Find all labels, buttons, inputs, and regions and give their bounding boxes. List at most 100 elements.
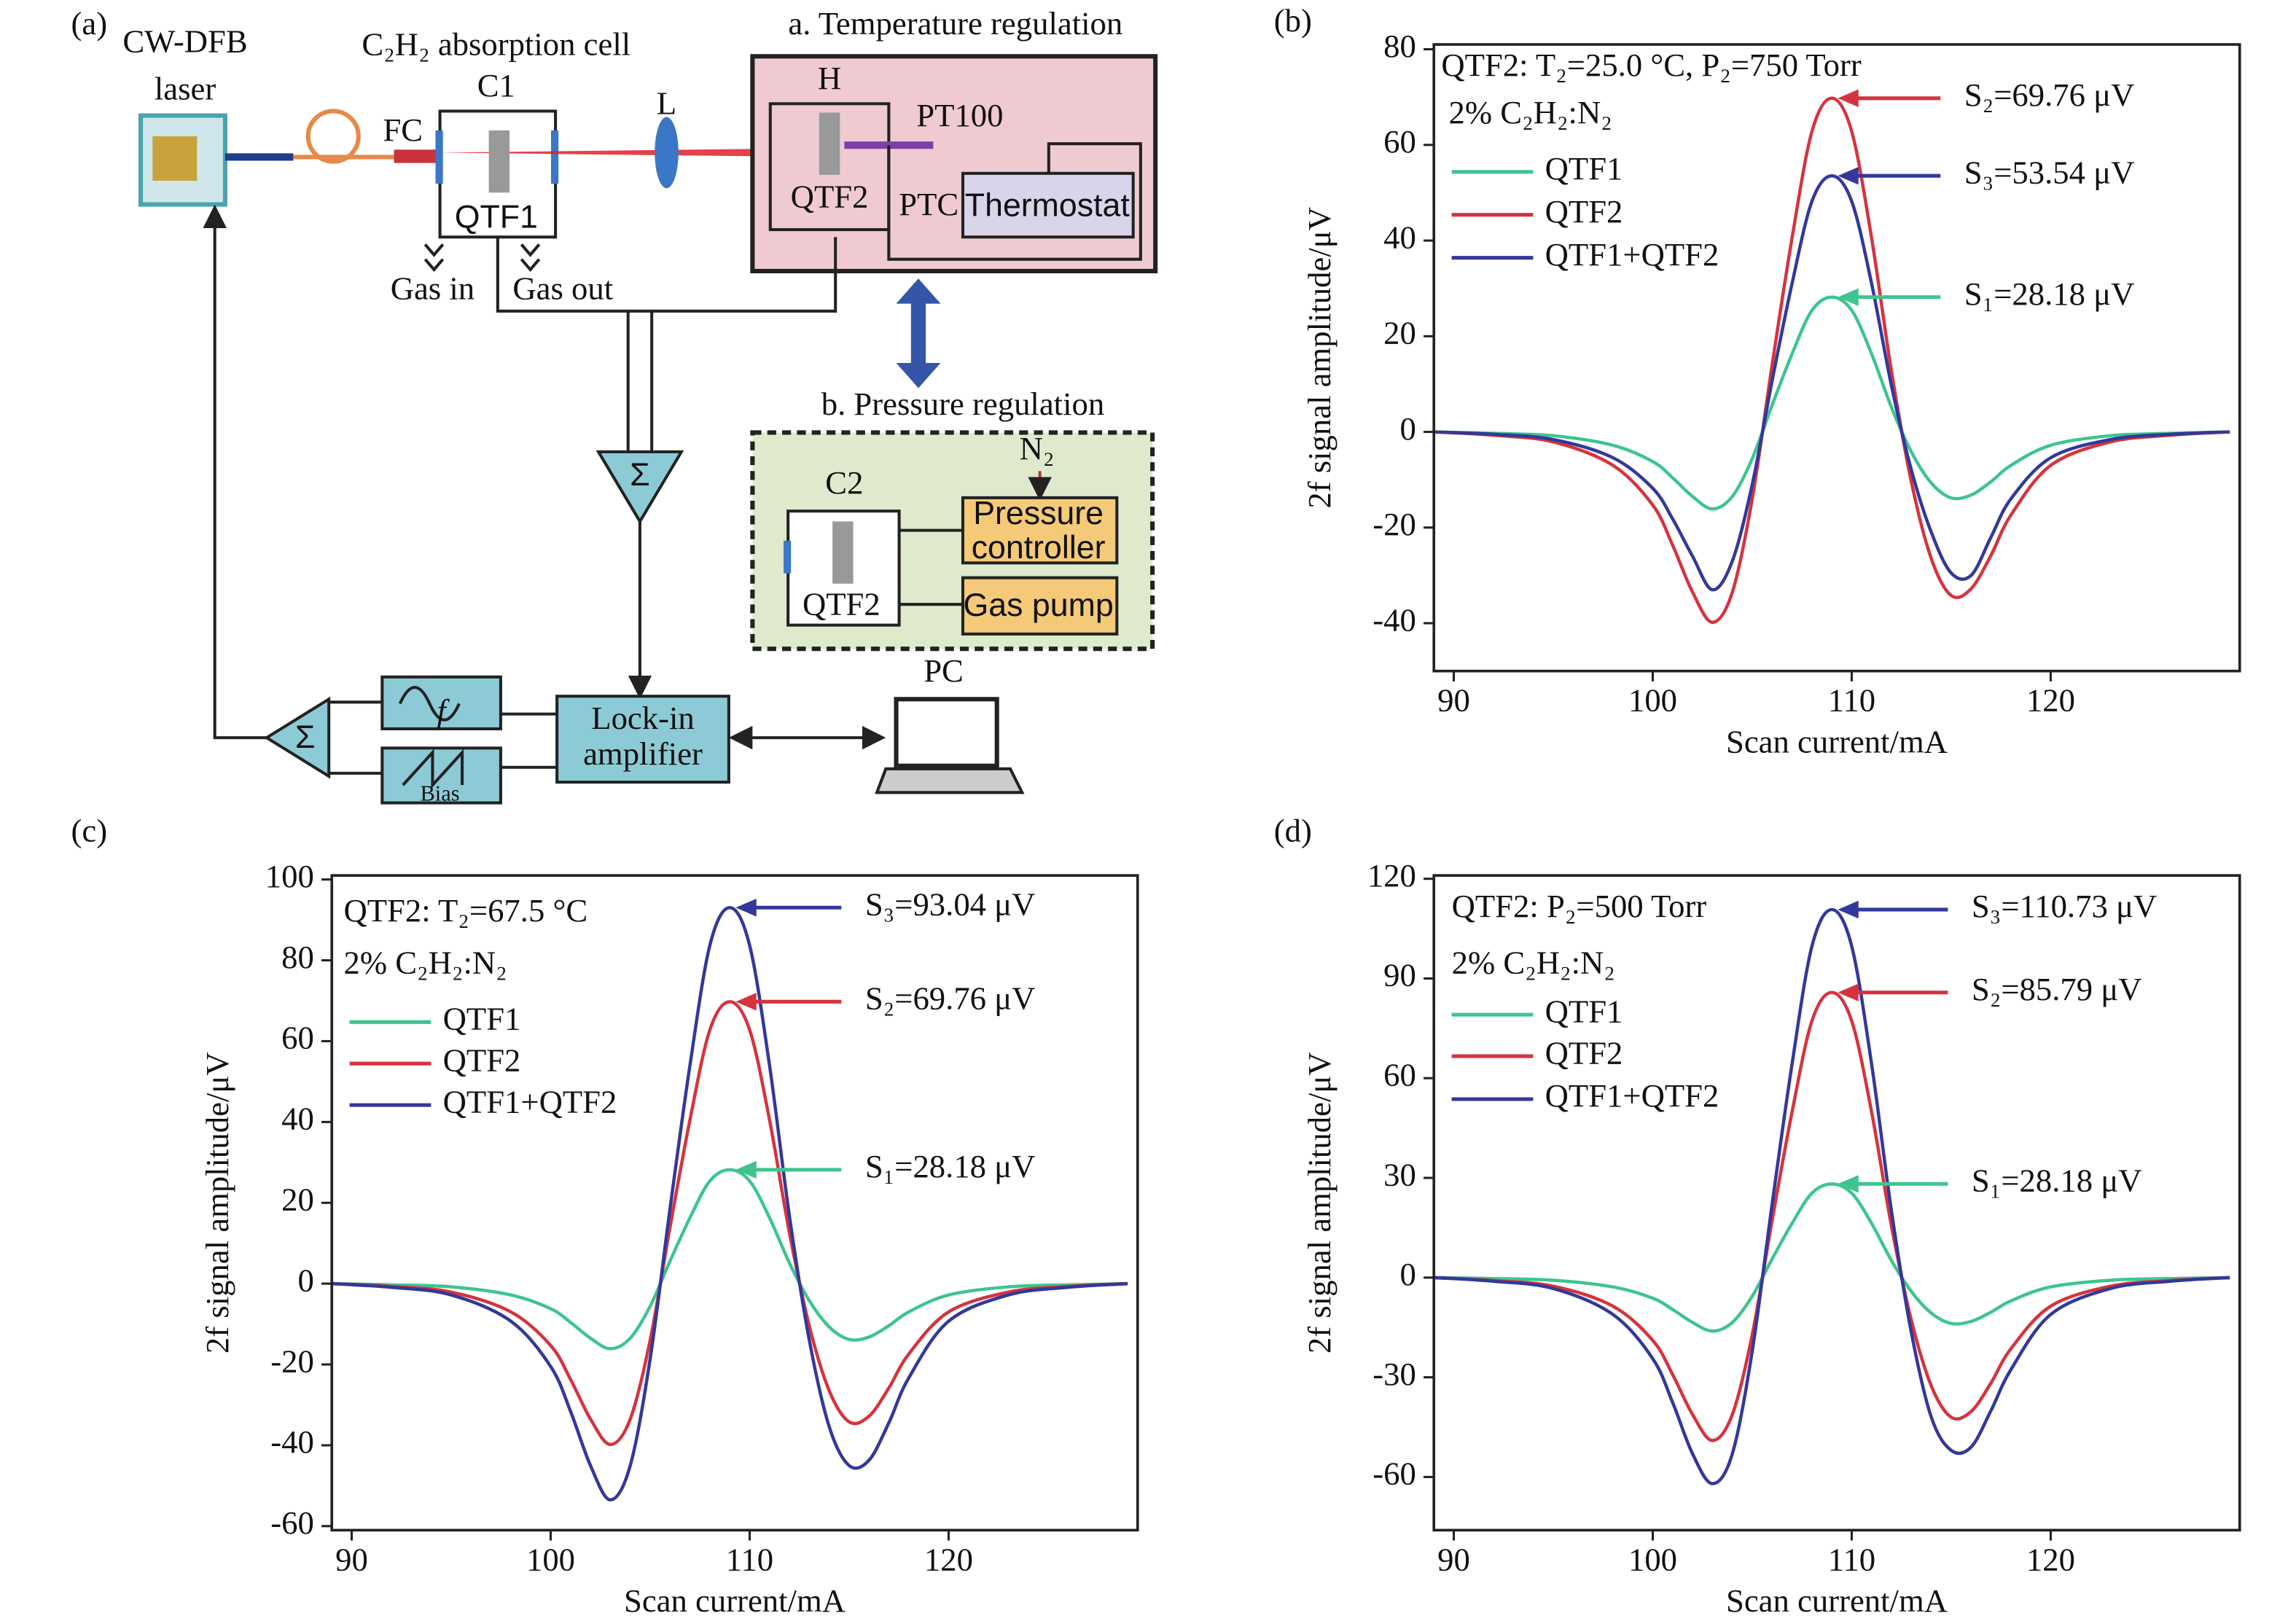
y-tick-label: 20 xyxy=(1383,315,1416,351)
plot-frame xyxy=(1432,43,2241,673)
y-axis-title: 2f signal amplitude/μV xyxy=(199,1052,235,1354)
annotation: S₃=53.54 μV xyxy=(1964,154,2135,190)
laser-chip xyxy=(152,136,198,181)
link-arrows xyxy=(896,278,941,388)
label: PC xyxy=(924,652,964,689)
label: QTF1 xyxy=(455,200,538,235)
wire xyxy=(887,142,1142,261)
y-tick-label: 40 xyxy=(281,1101,314,1137)
collimator xyxy=(394,149,439,163)
legend-label: QTF1 xyxy=(443,1001,521,1037)
y-tick-label: -60 xyxy=(270,1504,314,1541)
y-tick-label: 60 xyxy=(1383,123,1416,160)
annotation-arrowhead xyxy=(1838,900,1859,919)
sine xyxy=(398,686,461,722)
annotation: S₁=28.18 μV xyxy=(865,1148,1036,1184)
y-tick-label: 0 xyxy=(1399,1256,1416,1292)
gas-arrows xyxy=(423,243,541,273)
label: Gas in xyxy=(391,270,475,307)
x-tick-label: 100 xyxy=(1628,1541,1677,1577)
chart-subtitle: 2% C₂H₂:N₂ xyxy=(1449,94,1612,130)
legend-label: QTF2 xyxy=(443,1042,521,1078)
x-axis-title: Scan current/mA xyxy=(1726,724,1948,760)
line-chart: (d) -60 -30 0 30 60 90 120 90 100 110 120 Scan curre… xyxy=(1274,812,2241,1619)
label: Gas pump xyxy=(964,587,1114,623)
label: Σ xyxy=(630,457,650,493)
chart-title: QTF2: P₂=500 Torr xyxy=(1452,888,1707,924)
annotation-arrowhead xyxy=(1838,1175,1859,1193)
x-tick-label: 110 xyxy=(1828,682,1875,719)
y-tick-label: 90 xyxy=(1383,957,1416,993)
series-line xyxy=(1434,991,2230,1442)
legend-label: QTF1+QTF2 xyxy=(1545,236,1719,273)
y-tick-label: -30 xyxy=(1372,1356,1416,1392)
label: Gas out xyxy=(512,270,613,307)
y-tick-label: -20 xyxy=(270,1343,314,1379)
y-tick-label: 20 xyxy=(281,1181,314,1218)
qtf xyxy=(819,112,840,175)
annotation-arrowhead xyxy=(1838,288,1859,306)
y-tick-label: 0 xyxy=(297,1262,313,1298)
label: Σ xyxy=(295,719,316,755)
chart-title: QTF2: T₂=67.5 °C xyxy=(343,892,587,929)
annotation-arrowhead xyxy=(735,1160,757,1179)
y-axis-title: 2f signal amplitude/μV xyxy=(1301,207,1338,509)
y-tick-label: 60 xyxy=(281,1020,314,1056)
tube xyxy=(899,528,963,606)
panel-label: (a) xyxy=(71,5,108,42)
legend-label: QTF1 xyxy=(1545,993,1623,1029)
panel-label: (d) xyxy=(1274,812,1312,848)
label: Thermostat xyxy=(965,187,1131,223)
label: Pressure xyxy=(973,496,1104,531)
x-tick-label: 110 xyxy=(726,1541,773,1577)
x-axis-title: Scan current/mA xyxy=(1726,1582,1948,1619)
y-tick-label: 40 xyxy=(1383,219,1416,255)
label: laser xyxy=(155,70,216,106)
setup-diagram: (a) CW-DFB laser FC C₂H₂ absorption cell… xyxy=(71,5,1158,805)
legend-label: QTF2 xyxy=(1545,1034,1623,1071)
y-tick-label: 30 xyxy=(1383,1156,1416,1192)
gas-pump xyxy=(961,576,1119,636)
wire xyxy=(329,700,558,775)
label: QTF2 xyxy=(803,586,880,622)
legend-label: QTF2 xyxy=(1545,193,1623,230)
summer xyxy=(596,450,684,525)
y-tick-label: 80 xyxy=(281,939,314,975)
plot-frame xyxy=(1432,874,2241,1532)
x-tick-label: 110 xyxy=(1828,1541,1875,1577)
annotation-arrowhead xyxy=(1838,983,1859,1001)
window xyxy=(435,130,443,184)
panel-label: (c) xyxy=(71,812,108,848)
series-line xyxy=(1434,173,2230,592)
label: amplifier xyxy=(583,735,703,772)
window xyxy=(784,540,792,574)
line-chart: (c) -60 -40 -20 0 20 40 60 80 100 90 100 110 120 Scan … xyxy=(71,812,1139,1619)
beam xyxy=(438,148,822,157)
chart-title: QTF2: T₂=25.0 °C, P₂=750 Torr xyxy=(1441,47,1861,83)
legend-label: QTF1+QTF2 xyxy=(1545,1077,1719,1114)
wire xyxy=(496,237,837,452)
y-tick-label: 80 xyxy=(1383,28,1416,64)
label: Bias xyxy=(420,781,459,805)
label: L xyxy=(657,85,676,122)
summer xyxy=(263,696,331,779)
series-line xyxy=(1434,1182,2230,1333)
annotation: S₃=93.04 μV xyxy=(865,886,1036,923)
x-tick-label: 100 xyxy=(1628,682,1677,719)
qtf xyxy=(488,130,510,193)
x-tick-label: 120 xyxy=(2026,682,2075,719)
series-line xyxy=(332,1168,1128,1351)
annotation: S₂=69.76 μV xyxy=(865,980,1036,1017)
annotation: S₂=85.79 μV xyxy=(1972,971,2142,1007)
plot-frame xyxy=(330,874,1139,1532)
label: a. Temperature regulation xyxy=(788,5,1122,42)
y-tick-label: 120 xyxy=(1367,857,1416,894)
label: H xyxy=(818,60,841,96)
y-tick-label: 0 xyxy=(1399,410,1416,447)
annotation: S₁=28.18 μV xyxy=(1964,276,2135,312)
x-tick-label: 90 xyxy=(1437,1541,1470,1577)
annotation-arrowhead xyxy=(1838,167,1859,185)
series-line xyxy=(332,906,1128,1502)
label: QTF2 xyxy=(791,179,869,215)
y-tick-label: -60 xyxy=(1372,1456,1416,1492)
